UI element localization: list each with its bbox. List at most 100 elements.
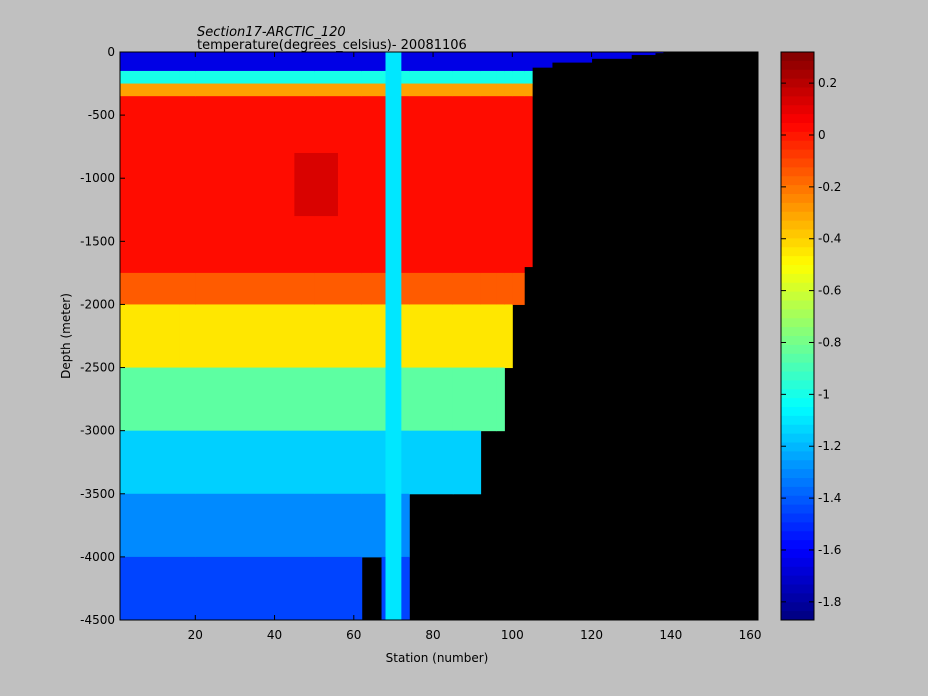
depth-band-cell xyxy=(195,272,315,305)
depth-band-cell xyxy=(120,272,180,305)
colorbar-swatch xyxy=(781,247,814,257)
y-tick-label: 0 xyxy=(107,45,115,59)
colorbar-tick-label: -1.8 xyxy=(818,595,841,609)
colorbar-swatch xyxy=(781,575,814,585)
depth-band-cell xyxy=(195,70,315,85)
depth-band-cell xyxy=(452,96,482,274)
x-tick-label: 140 xyxy=(659,628,682,642)
colorbar-swatch xyxy=(781,69,814,80)
depth-band-cell xyxy=(452,430,482,495)
depth-band-cell xyxy=(409,304,454,369)
x-tick-label: 120 xyxy=(580,628,603,642)
colorbar-swatch xyxy=(781,549,814,559)
colorbar-swatch xyxy=(781,291,814,301)
depth-band-cell xyxy=(409,52,454,72)
depth-band-cell xyxy=(480,272,497,305)
colorbar-swatch xyxy=(781,220,814,230)
depth-band-cell xyxy=(120,70,180,85)
colorbar-swatch xyxy=(781,273,814,284)
y-tick-label: -1000 xyxy=(80,171,115,185)
depth-band-cell xyxy=(504,83,513,97)
depth-band-cell xyxy=(524,83,533,97)
colorbar-swatch xyxy=(781,495,814,506)
depth-band-cell xyxy=(591,52,632,59)
depth-band-cell xyxy=(361,493,383,558)
depth-band-cell xyxy=(480,83,497,97)
colorbar-swatch xyxy=(781,336,814,346)
colorbar-swatch xyxy=(781,282,814,293)
y-axis-label: Depth (meter) xyxy=(59,293,73,379)
warm-core-cell xyxy=(294,152,338,217)
depth-band-cell xyxy=(496,272,505,305)
y-tick-label: -1500 xyxy=(80,234,115,248)
y-tick-label: -3500 xyxy=(80,487,115,501)
depth-band-cell xyxy=(480,304,497,369)
depth-band-cell xyxy=(179,367,196,432)
depth-band-cell xyxy=(179,52,196,72)
depth-band-cell xyxy=(452,70,482,85)
colorbar-swatch xyxy=(781,229,814,239)
y-tick-label: -2000 xyxy=(80,297,115,311)
depth-band-cell xyxy=(120,556,180,621)
colorbar-swatch xyxy=(781,371,814,381)
y-axis: 0 -500 -1000 -1500 -2000 -2500 -3000 -3500 -4000… xyxy=(80,45,758,627)
depth-band-cell xyxy=(179,272,196,305)
depth-band-cell xyxy=(314,304,363,369)
colorbar-tick-label: -1.4 xyxy=(818,491,841,505)
colorbar-tick-label: -1.2 xyxy=(818,439,841,453)
colorbar-swatch xyxy=(781,504,814,514)
colorbar-swatch xyxy=(781,96,814,106)
depth-band-cell xyxy=(409,272,454,305)
depth-band-cell xyxy=(512,272,525,305)
y-tick-label: -500 xyxy=(88,108,115,122)
colorbar-swatch xyxy=(781,256,814,266)
colorbar-swatch xyxy=(781,140,814,151)
depth-band-cell xyxy=(504,272,513,305)
depth-band-cell xyxy=(496,83,505,97)
colorbar-swatch xyxy=(781,78,814,88)
depth-band-cell xyxy=(480,96,497,274)
depth-band-cell xyxy=(179,96,196,274)
depth-band-cell xyxy=(195,556,315,621)
colorbar-swatch xyxy=(781,344,814,355)
x-axis-label: Station (number) xyxy=(386,651,489,665)
colorbar-swatch xyxy=(781,566,814,577)
colorbar-swatch xyxy=(781,611,814,621)
colorbar-tick-label: 0 xyxy=(818,128,826,142)
depth-band-cell xyxy=(496,367,505,432)
depth-band-cell xyxy=(480,52,497,72)
depth-band-cell xyxy=(504,96,513,274)
depth-band-cell xyxy=(195,493,315,558)
colorbar-swatch xyxy=(781,202,814,213)
depth-band-cell xyxy=(452,83,482,97)
depth-band-cell xyxy=(496,52,505,72)
colorbar-swatch xyxy=(781,522,814,532)
depth-band-cell xyxy=(512,96,525,274)
colorbar-swatch xyxy=(781,424,814,435)
depth-band-cell xyxy=(314,272,363,305)
x-axis: 20 40 60 80 100 120 140 160 xyxy=(188,52,762,642)
depth-band-cell xyxy=(524,96,533,268)
colorbar-swatch xyxy=(781,407,814,417)
depth-band-cell xyxy=(314,83,363,97)
x-tick-label: 100 xyxy=(501,628,524,642)
depth-band-cell xyxy=(120,430,180,495)
depth-band-cell xyxy=(409,430,454,495)
depth-band-cell xyxy=(524,70,533,85)
colorbar xyxy=(781,52,814,621)
colorbar-tick-label: -1.6 xyxy=(818,543,841,557)
colorbar-tick-label: -0.6 xyxy=(818,284,841,298)
depth-band-cell xyxy=(179,304,196,369)
colorbar-swatch xyxy=(781,327,814,337)
depth-band-cell xyxy=(179,493,196,558)
depth-band-cell xyxy=(452,272,482,305)
depth-band-cell xyxy=(452,52,482,72)
colorbar-swatch xyxy=(781,433,814,443)
colorbar-swatch xyxy=(781,52,814,62)
colorbar-swatch xyxy=(781,460,814,470)
depth-band-cell xyxy=(195,52,315,72)
depth-band-cell xyxy=(361,304,383,369)
depth-band-cell xyxy=(524,52,533,72)
colorbar-swatch xyxy=(781,486,814,497)
depth-band-cell xyxy=(195,304,315,369)
